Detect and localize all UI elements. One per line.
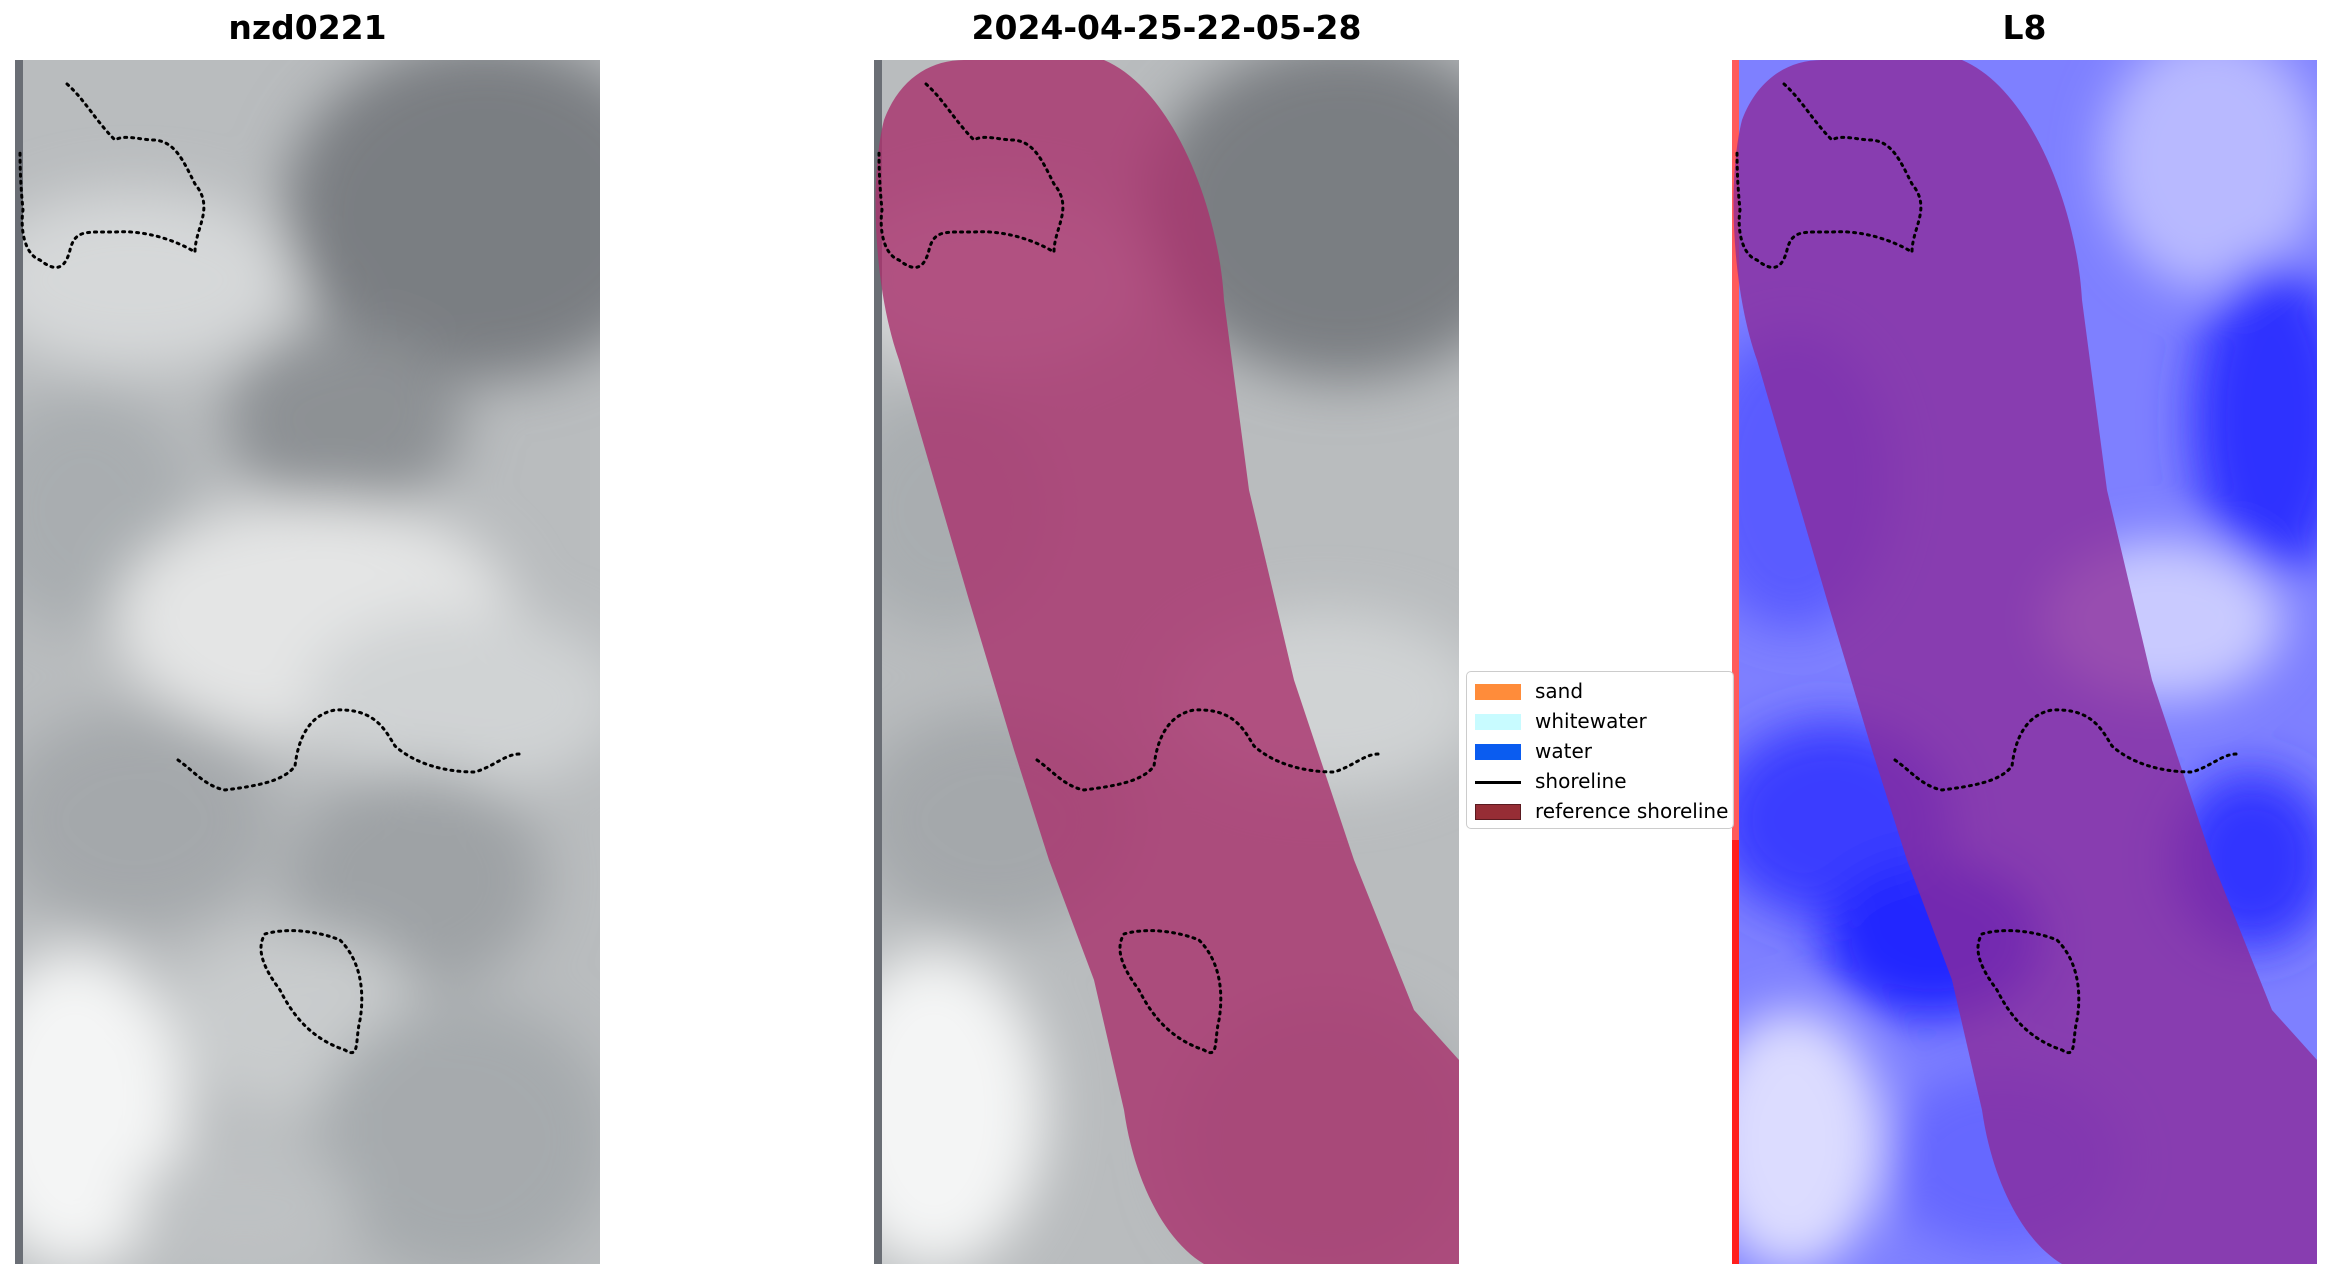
legend-item-whitewater: whitewater: [1467, 707, 1733, 735]
whitewater-swatch: [1475, 714, 1521, 730]
classified-image-panel: [874, 60, 1459, 1264]
legend-item-reference-shoreline: reference shoreline: [1467, 797, 1733, 825]
water-swatch: [1475, 744, 1521, 760]
legend-label-shoreline: shoreline: [1535, 769, 1627, 793]
panel-title-rgb: nzd0221: [228, 8, 387, 47]
index-image-panel: [1732, 60, 2317, 1264]
rgb-image-panel: [15, 60, 600, 1264]
legend-item-water: water: [1467, 737, 1733, 765]
reference-shoreline-swatch: [1475, 804, 1521, 820]
shoreline-contours: [18, 82, 522, 1054]
legend-item-shoreline: shoreline: [1467, 767, 1733, 795]
legend-label-water: water: [1535, 739, 1592, 763]
cloud-texture: [15, 60, 600, 1264]
legend-item-sand: sand: [1467, 677, 1733, 705]
reference-buffer-overlay: [875, 60, 1459, 1264]
shoreline-line-swatch: [1475, 781, 1521, 784]
legend-label-sand: sand: [1535, 679, 1584, 703]
legend-label-whitewater: whitewater: [1535, 709, 1647, 733]
legend: sand whitewater water shoreline referenc…: [1466, 671, 1734, 829]
panel-title-index: L8: [2002, 8, 2047, 47]
reference-buffer-overlay: [1733, 60, 2317, 1264]
legend-label-reference-shoreline: reference shoreline: [1535, 799, 1729, 823]
sand-swatch: [1475, 684, 1521, 700]
shoreline-contours: [1735, 82, 2239, 1054]
panel-title-classified: 2024-04-25-22-05-28: [971, 8, 1362, 47]
shoreline-contours: [877, 82, 1381, 1054]
